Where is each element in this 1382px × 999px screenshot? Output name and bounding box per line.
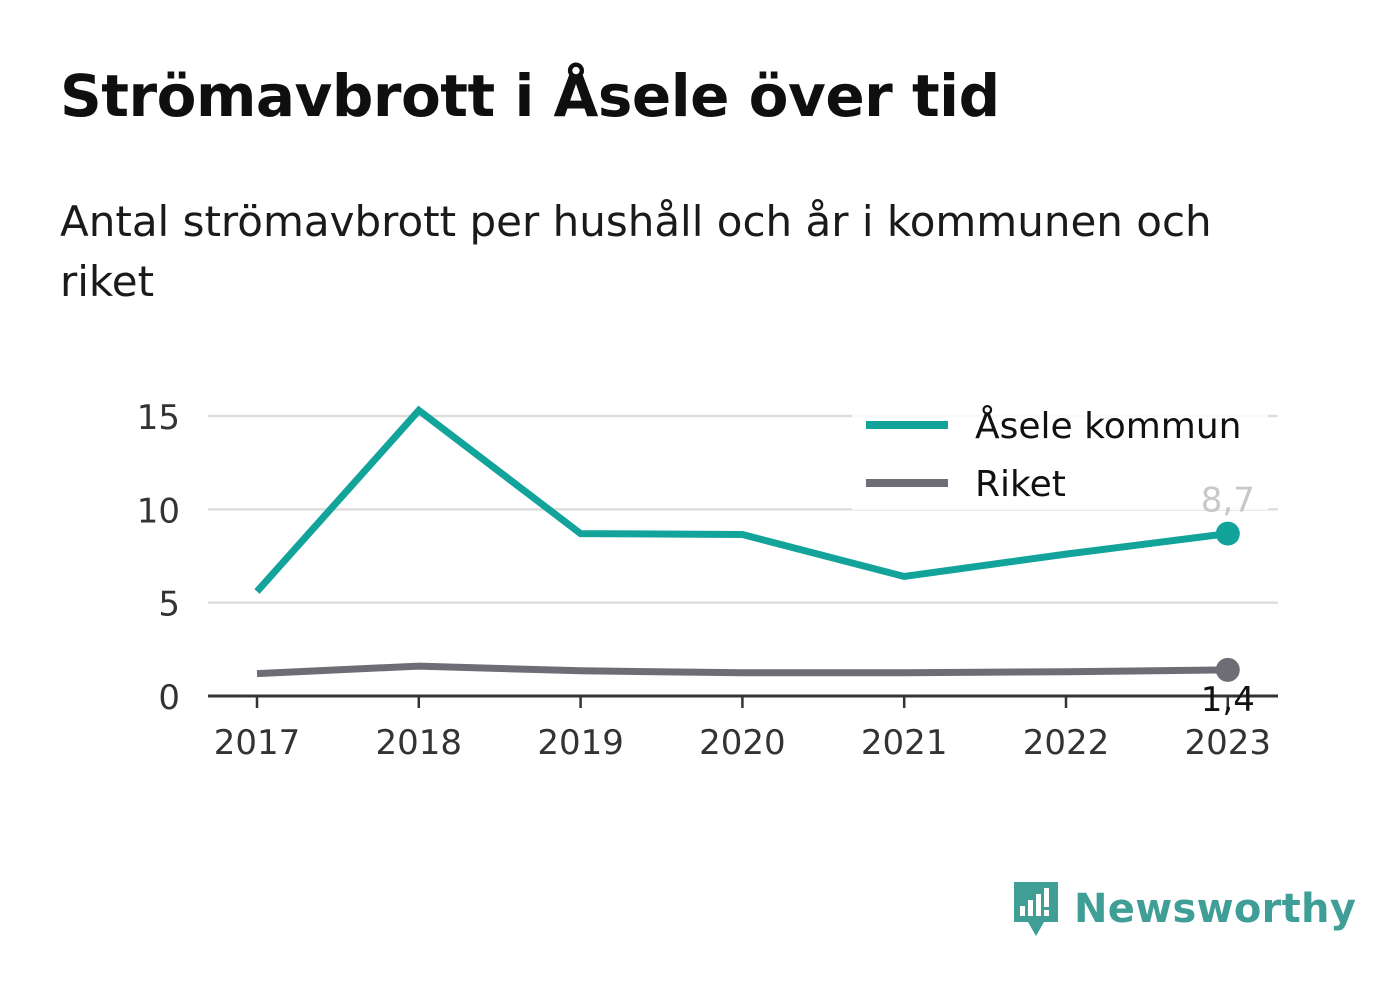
data-labels: 8,7 1,4	[1201, 481, 1255, 720]
x-tick-label: 2017	[214, 723, 301, 763]
axes: 0 5 10 15 2017 2018 2019 2020 2021 2022 2023	[137, 398, 1278, 763]
x-tick-label: 2021	[861, 723, 948, 763]
x-tick-label: 2019	[537, 723, 624, 763]
y-tick-label: 0	[158, 678, 180, 718]
end-value-label: 1,4	[1201, 680, 1255, 720]
legend-label: Riket	[975, 464, 1066, 505]
y-tick-label: 10	[137, 491, 180, 531]
y-tick-label: 15	[137, 398, 180, 438]
brand-name: Newsworthy	[1074, 886, 1357, 932]
series-end-marker	[1215, 657, 1240, 682]
newsworthy-logo-icon	[1014, 882, 1058, 936]
legend: Åsele kommun Riket	[852, 398, 1268, 510]
x-tick-label: 2022	[1023, 723, 1110, 763]
x-tick-label: 2020	[699, 723, 786, 763]
legend-label: Åsele kommun	[975, 404, 1241, 447]
end-value-label: 8,7	[1201, 481, 1255, 521]
series-line	[254, 405, 1229, 594]
series-line	[256, 662, 1228, 678]
newsworthy-brand: Newsworthy	[1010, 878, 1356, 940]
series-end-marker	[1215, 521, 1240, 546]
chart-subtitle: Antal strömavbrott per hushåll och år i …	[60, 197, 1212, 306]
x-tick-label: 2018	[376, 723, 463, 763]
legend-background	[852, 398, 1268, 510]
x-tick-label: 2023	[1185, 723, 1272, 763]
y-tick-label: 5	[158, 585, 180, 625]
series-lines	[254, 405, 1240, 682]
chart-title: Strömavbrott i Åsele över tid	[60, 62, 1000, 130]
